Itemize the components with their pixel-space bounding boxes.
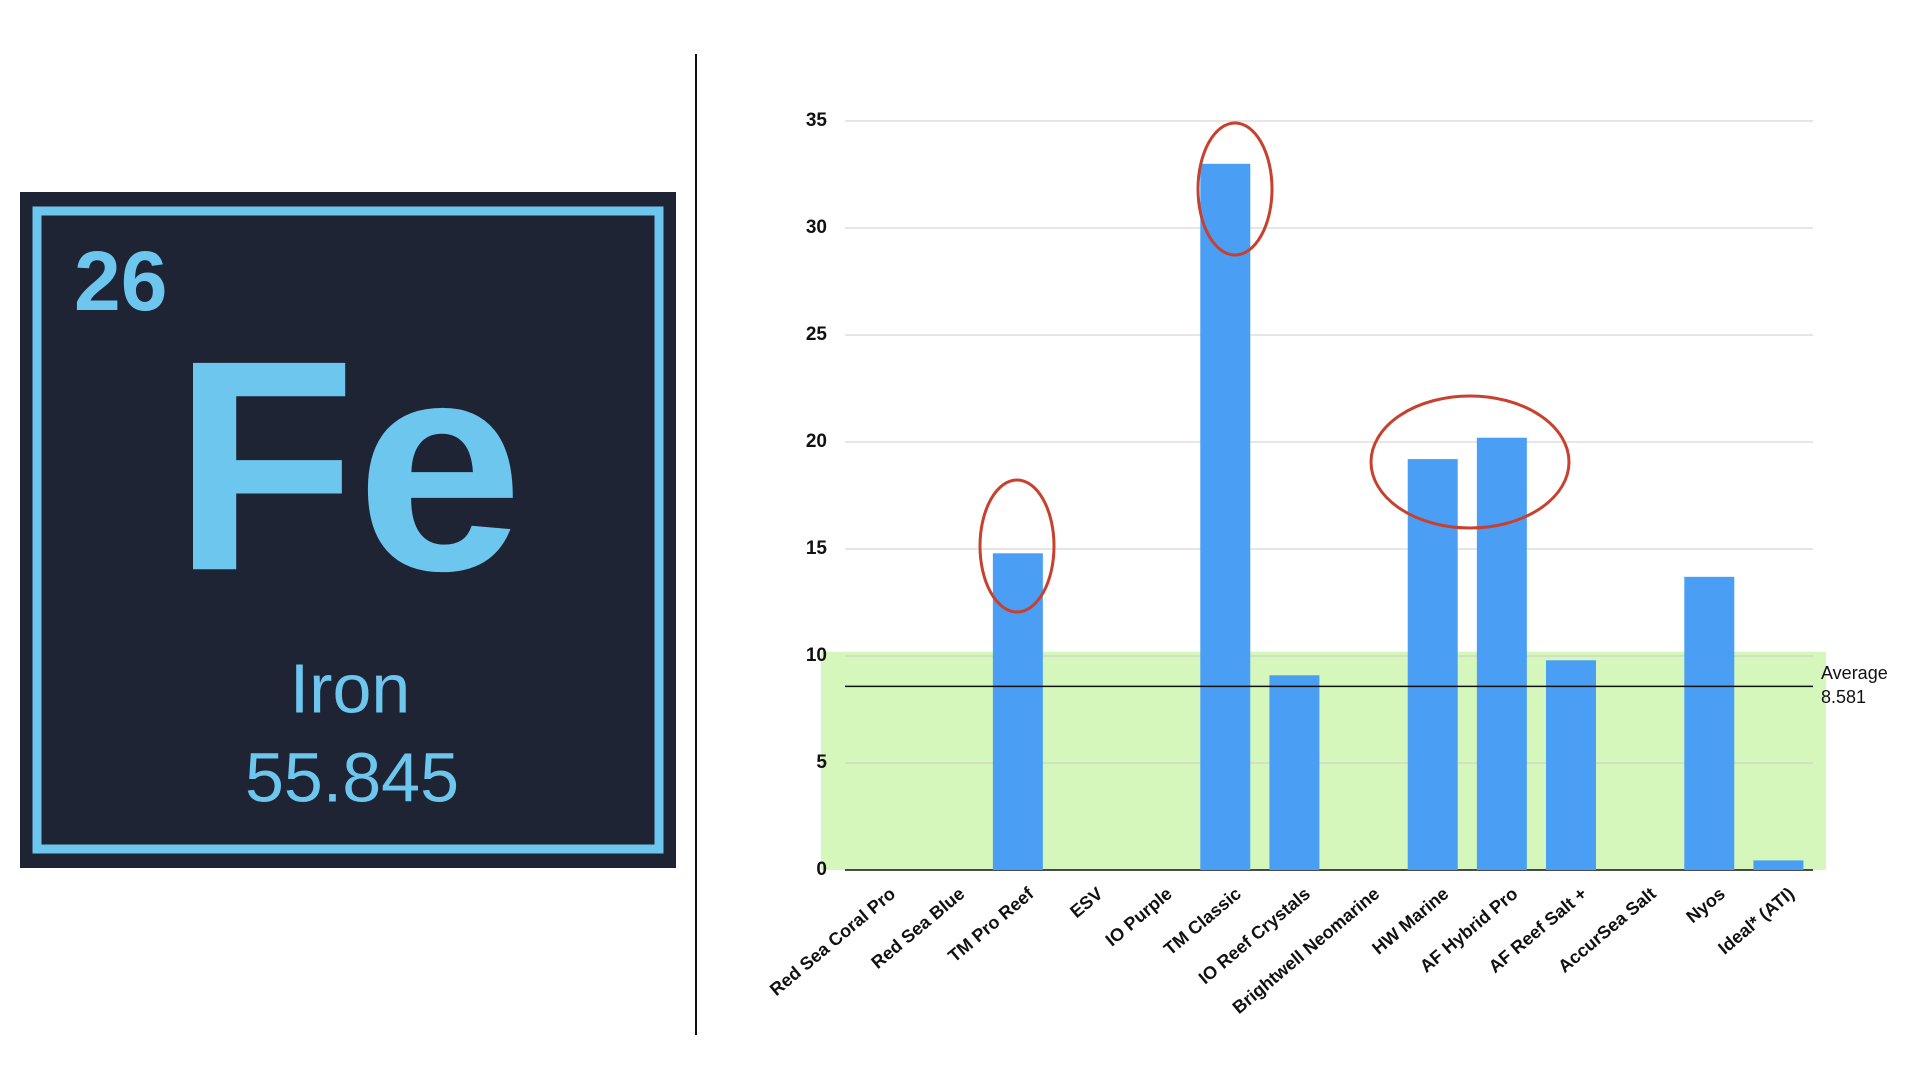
atomic-number: 26: [74, 234, 167, 328]
average-label: Average: [1821, 663, 1888, 683]
bar: [1407, 459, 1458, 870]
y-tick-label: 5: [816, 752, 827, 773]
bar: [1200, 163, 1251, 871]
highlight-circle: [1369, 394, 1571, 530]
y-tick-label: 35: [806, 110, 828, 131]
target-band: [821, 651, 1826, 870]
element-symbol: Fe: [173, 297, 523, 633]
atomic-mass: 55.845: [245, 738, 459, 816]
highlight-circles: [978, 121, 1571, 614]
bar: [1546, 660, 1596, 870]
y-tick-label: 15: [806, 538, 828, 559]
card-background: [20, 192, 676, 868]
y-tick-label: 20: [806, 431, 827, 452]
x-tick-label: Nyos: [1682, 883, 1729, 927]
element-card: 26 Fe Iron 55.845: [20, 192, 676, 868]
y-tick-label: 30: [806, 217, 827, 238]
average-value: 8.581: [1821, 687, 1866, 707]
element-name: Iron: [290, 649, 411, 727]
bar: [1269, 675, 1320, 870]
bar: [992, 553, 1043, 870]
x-tick-label: Red Sea Coral Pro: [766, 883, 899, 999]
bar: [1753, 860, 1804, 870]
bar: [1476, 437, 1527, 870]
bar: [1684, 576, 1735, 870]
y-tick-label: 10: [806, 645, 827, 666]
y-tick-label: 0: [816, 859, 827, 880]
y-tick-label: 25: [806, 324, 828, 345]
x-tick-label: ESV: [1066, 883, 1106, 921]
highlight-circle: [1196, 121, 1274, 257]
x-tick-label: Ideal* (ATI): [1714, 883, 1798, 958]
card-border: [32, 206, 664, 854]
highlight-circle: [978, 478, 1056, 614]
